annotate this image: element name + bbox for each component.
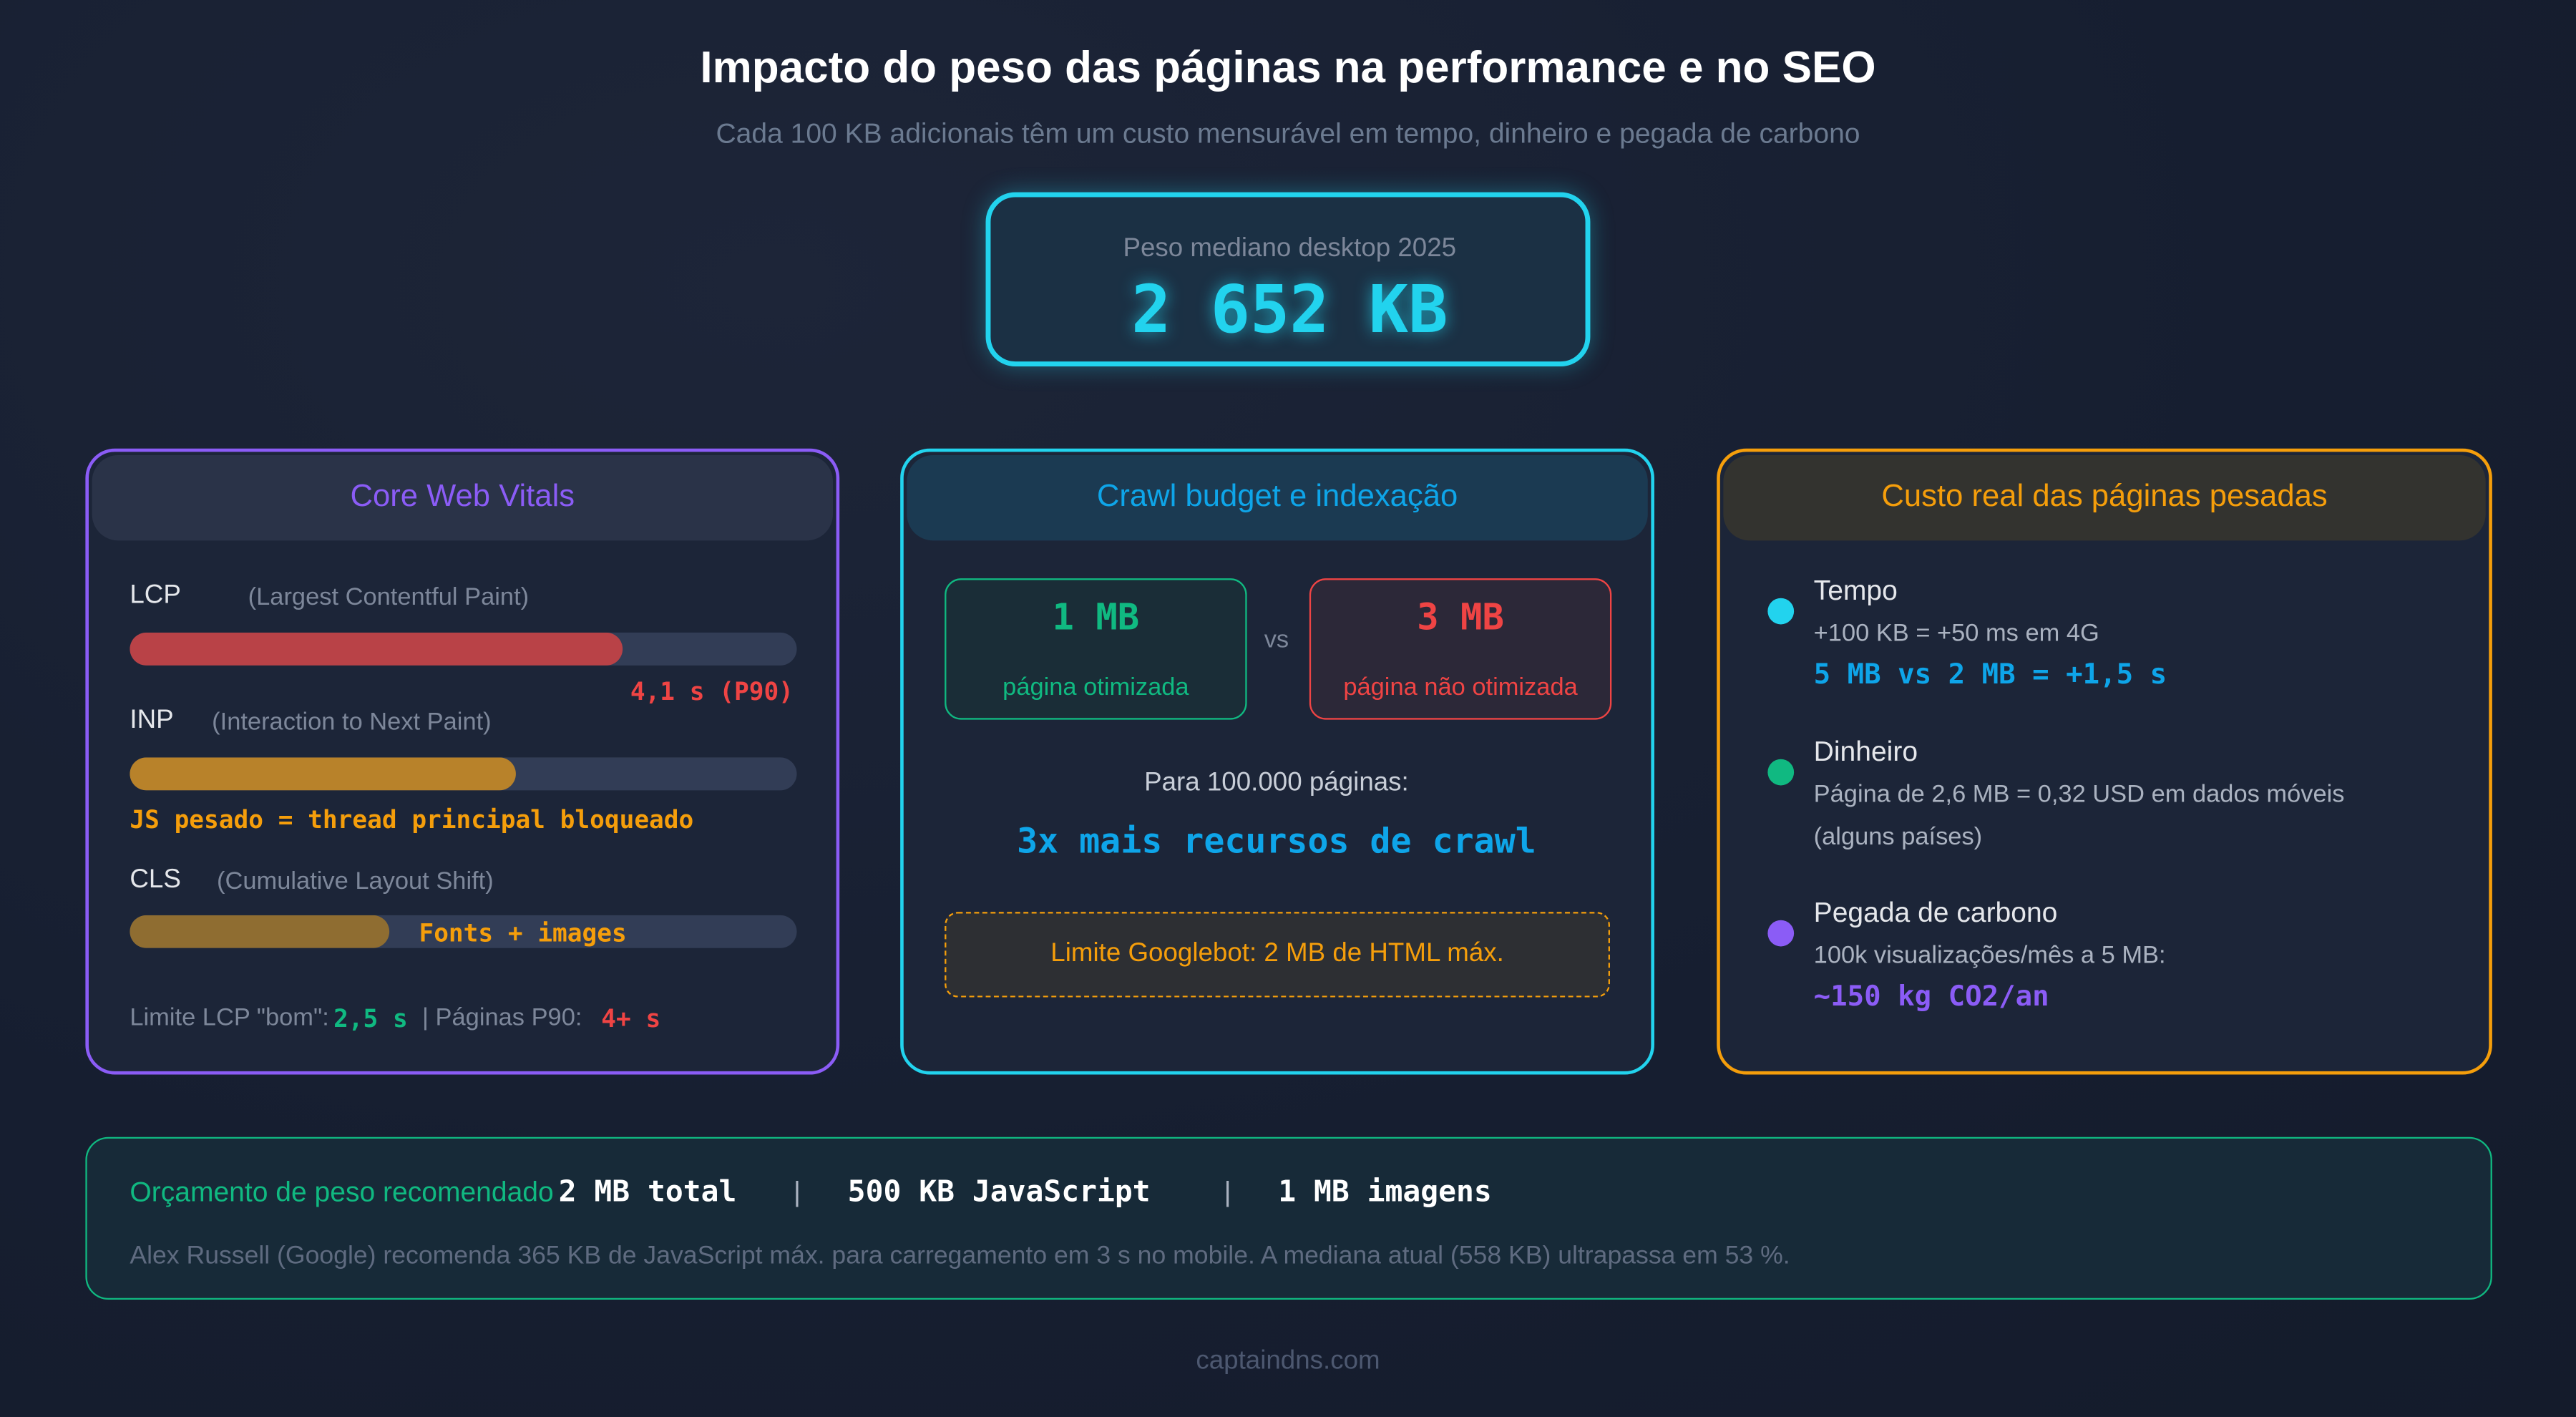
budget-description: Alex Russell (Google) recomenda 365 KB d… — [130, 1242, 1790, 1270]
page-subtitle: Cada 100 KB adicionais têm um custo mens… — [716, 118, 1860, 150]
money-line-2: (alguns países) — [1813, 823, 1983, 852]
budget-box: Orçamento de peso recomendado 2 MB total… — [85, 1136, 2492, 1300]
unoptimized-page-box: 3 MB página não otimizada — [1309, 578, 1612, 720]
median-weight-value: 2 652 KB — [1131, 273, 1448, 349]
median-weight-label: Peso mediano desktop 2025 — [1123, 235, 1457, 263]
inp-desc: (Interaction to Next Paint) — [212, 708, 492, 736]
inp-bar-fill — [130, 757, 517, 791]
money-title: Dinheiro — [1813, 736, 1918, 768]
lcp-bar-fill — [130, 632, 624, 666]
card-title: Core Web Vitals — [92, 454, 834, 541]
optimized-page-box: 1 MB página otimizada — [945, 578, 1247, 720]
time-dot-icon — [1767, 598, 1795, 625]
cls-desc: (Cumulative Layout Shift) — [217, 867, 494, 896]
inp-note: JS pesado = thread principal bloqueado — [130, 804, 694, 835]
lcp-desc: (Largest Contentful Paint) — [248, 583, 530, 612]
crawl-result: 3x mais recursos de crawl — [1017, 821, 1536, 862]
card-title: Crawl budget e indexação — [907, 454, 1648, 541]
p90-label: | Páginas P90: — [422, 1003, 582, 1032]
time-highlight: 5 MB vs 2 MB = +1,5 s — [1813, 658, 2167, 692]
cls-bar — [130, 915, 797, 948]
pages-label: Para 100.000 páginas: — [1144, 769, 1409, 797]
lcp-bar — [130, 632, 797, 666]
card-title: Custo real das páginas pesadas — [1723, 454, 2486, 541]
carbon-dot-icon — [1767, 920, 1795, 947]
vs-label: vs — [1264, 625, 1289, 654]
cls-bar-fill — [130, 915, 390, 948]
carbon-highlight: ~150 kg CO2/an — [1813, 980, 2049, 1014]
money-line-1: Página de 2,6 MB = 0,32 USD em dados móv… — [1813, 780, 2345, 809]
cost-card: Custo real das páginas pesadas — [1717, 448, 2492, 1075]
unoptimized-label: página não otimizada — [1343, 673, 1578, 702]
carbon-line: 100k visualizações/mês a 5 MB: — [1813, 941, 2166, 970]
budget-total: 2 MB total — [558, 1174, 737, 1209]
optimized-label: página otimizada — [1002, 673, 1189, 702]
optimized-size: 1 MB — [1052, 598, 1140, 640]
p90-value: 4+ s — [601, 1003, 661, 1034]
lcp-label: LCP — [130, 581, 181, 610]
page-title: Impacto do peso das páginas na performan… — [700, 42, 1876, 92]
inp-bar — [130, 757, 797, 791]
lcp-value: 4,1 s (P90) — [630, 676, 794, 707]
budget-js: 500 KB JavaScript — [847, 1174, 1151, 1209]
cls-note: Fonts + images — [419, 918, 627, 948]
lcp-good-value: 2,5 s — [333, 1003, 408, 1034]
separator: | — [1224, 1176, 1231, 1208]
googlebot-limit-box: Limite Googlebot: 2 MB de HTML máx. — [945, 912, 1610, 998]
unoptimized-size: 3 MB — [1417, 598, 1504, 640]
core-web-vitals-card: Core Web Vitals LCP (Largest Contentful … — [85, 448, 840, 1075]
budget-images: 1 MB imagens — [1278, 1174, 1492, 1209]
budget-title: Orçamento de peso recomendado — [130, 1176, 554, 1208]
lcp-threshold-label: Limite LCP "bom": — [130, 1003, 329, 1032]
time-title: Tempo — [1813, 575, 1898, 607]
separator: | — [793, 1176, 801, 1208]
cls-label: CLS — [130, 865, 181, 894]
money-dot-icon — [1767, 759, 1795, 786]
footer-brand: captaindns.com — [1196, 1347, 1380, 1375]
inp-label: INP — [130, 706, 174, 735]
time-line: +100 KB = +50 ms em 4G — [1813, 619, 2099, 648]
median-weight-box: Peso mediano desktop 2025 2 652 KB — [985, 192, 1591, 366]
carbon-title: Pegada de carbono — [1813, 897, 2058, 929]
